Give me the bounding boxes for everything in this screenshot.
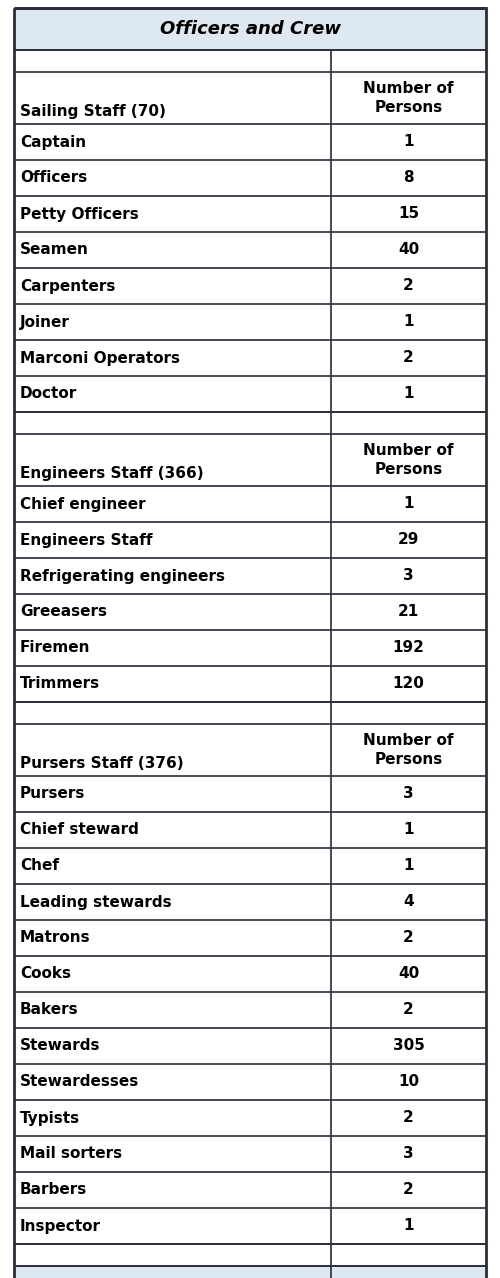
Polygon shape (14, 1065, 486, 1100)
Text: 1: 1 (404, 1218, 414, 1233)
Text: 2: 2 (403, 350, 414, 366)
Polygon shape (14, 376, 486, 412)
Polygon shape (14, 486, 486, 521)
Text: 29: 29 (398, 533, 419, 547)
Polygon shape (14, 666, 486, 702)
Polygon shape (14, 304, 486, 340)
Text: Petty Officers: Petty Officers (20, 207, 139, 221)
Polygon shape (14, 1100, 486, 1136)
Polygon shape (14, 1136, 486, 1172)
Polygon shape (14, 412, 486, 435)
Text: 120: 120 (392, 676, 424, 691)
Polygon shape (14, 725, 486, 776)
Text: Barbers: Barbers (20, 1182, 87, 1197)
Text: Typists: Typists (20, 1111, 80, 1126)
Polygon shape (14, 594, 486, 630)
Text: 3: 3 (404, 569, 414, 584)
Text: Pursers Staff (376): Pursers Staff (376) (20, 757, 184, 771)
Text: 305: 305 (392, 1039, 424, 1053)
Polygon shape (14, 1028, 486, 1065)
Polygon shape (14, 992, 486, 1028)
Polygon shape (14, 124, 486, 160)
Polygon shape (14, 812, 486, 849)
Text: Bakers: Bakers (20, 1002, 78, 1017)
Text: Chief steward: Chief steward (20, 823, 139, 837)
Polygon shape (14, 160, 486, 196)
Text: Inspector: Inspector (20, 1218, 101, 1233)
Polygon shape (14, 233, 486, 268)
Text: 15: 15 (398, 207, 419, 221)
Text: 40: 40 (398, 243, 419, 257)
Text: Joiner: Joiner (20, 314, 70, 330)
Text: 21: 21 (398, 604, 419, 620)
Text: Engineers Staff (366): Engineers Staff (366) (20, 466, 204, 481)
Text: Stewardesses: Stewardesses (20, 1075, 139, 1090)
Text: Officers and Crew: Officers and Crew (160, 20, 340, 38)
Polygon shape (14, 920, 486, 956)
Polygon shape (14, 8, 486, 50)
Polygon shape (14, 72, 486, 124)
Polygon shape (14, 884, 486, 920)
Polygon shape (14, 340, 486, 376)
Text: 8: 8 (404, 170, 414, 185)
Text: 3: 3 (404, 786, 414, 801)
Text: 1: 1 (404, 314, 414, 330)
Text: 2: 2 (403, 930, 414, 946)
Text: Engineers Staff: Engineers Staff (20, 533, 152, 547)
Text: 1: 1 (404, 823, 414, 837)
Polygon shape (14, 849, 486, 884)
Text: Seamen: Seamen (20, 243, 89, 257)
Polygon shape (14, 196, 486, 233)
Text: Number of
Persons: Number of Persons (364, 82, 454, 115)
Text: Captain: Captain (20, 134, 86, 150)
Text: Refrigerating engineers: Refrigerating engineers (20, 569, 225, 584)
Text: Firemen: Firemen (20, 640, 90, 656)
Polygon shape (14, 702, 486, 725)
Text: 192: 192 (392, 640, 424, 656)
Text: 2: 2 (403, 279, 414, 294)
Text: Sailing Staff (70): Sailing Staff (70) (20, 104, 166, 119)
Text: 1: 1 (404, 386, 414, 401)
Text: 2: 2 (403, 1002, 414, 1017)
Text: Number of
Persons: Number of Persons (364, 443, 454, 477)
Text: Number of
Persons: Number of Persons (364, 734, 454, 767)
Text: Carpenters: Carpenters (20, 279, 116, 294)
Polygon shape (14, 1208, 486, 1243)
Polygon shape (14, 435, 486, 486)
Text: Stewards: Stewards (20, 1039, 100, 1053)
Text: 1: 1 (404, 134, 414, 150)
Text: 1: 1 (404, 859, 414, 873)
Text: Marconi Operators: Marconi Operators (20, 350, 180, 366)
Polygon shape (14, 956, 486, 992)
Text: Cooks: Cooks (20, 966, 71, 982)
Text: 2: 2 (403, 1111, 414, 1126)
Text: 3: 3 (404, 1146, 414, 1162)
Text: Trimmers: Trimmers (20, 676, 100, 691)
Text: 1: 1 (404, 496, 414, 511)
Polygon shape (14, 558, 486, 594)
Text: Greeasers: Greeasers (20, 604, 107, 620)
Text: Doctor: Doctor (20, 386, 77, 401)
Polygon shape (14, 1172, 486, 1208)
Polygon shape (14, 50, 486, 72)
Polygon shape (14, 1266, 486, 1278)
Text: Pursers: Pursers (20, 786, 86, 801)
Text: Chef: Chef (20, 859, 59, 873)
Polygon shape (14, 776, 486, 812)
Text: 4: 4 (404, 895, 414, 910)
Text: 40: 40 (398, 966, 419, 982)
Polygon shape (14, 630, 486, 666)
Text: Leading stewards: Leading stewards (20, 895, 172, 910)
Polygon shape (14, 268, 486, 304)
Text: 2: 2 (403, 1182, 414, 1197)
Polygon shape (14, 521, 486, 558)
Text: Matrons: Matrons (20, 930, 90, 946)
Text: Mail sorters: Mail sorters (20, 1146, 122, 1162)
Polygon shape (14, 1243, 486, 1266)
Text: Chief engineer: Chief engineer (20, 496, 146, 511)
Text: 10: 10 (398, 1075, 419, 1090)
Text: Officers: Officers (20, 170, 87, 185)
